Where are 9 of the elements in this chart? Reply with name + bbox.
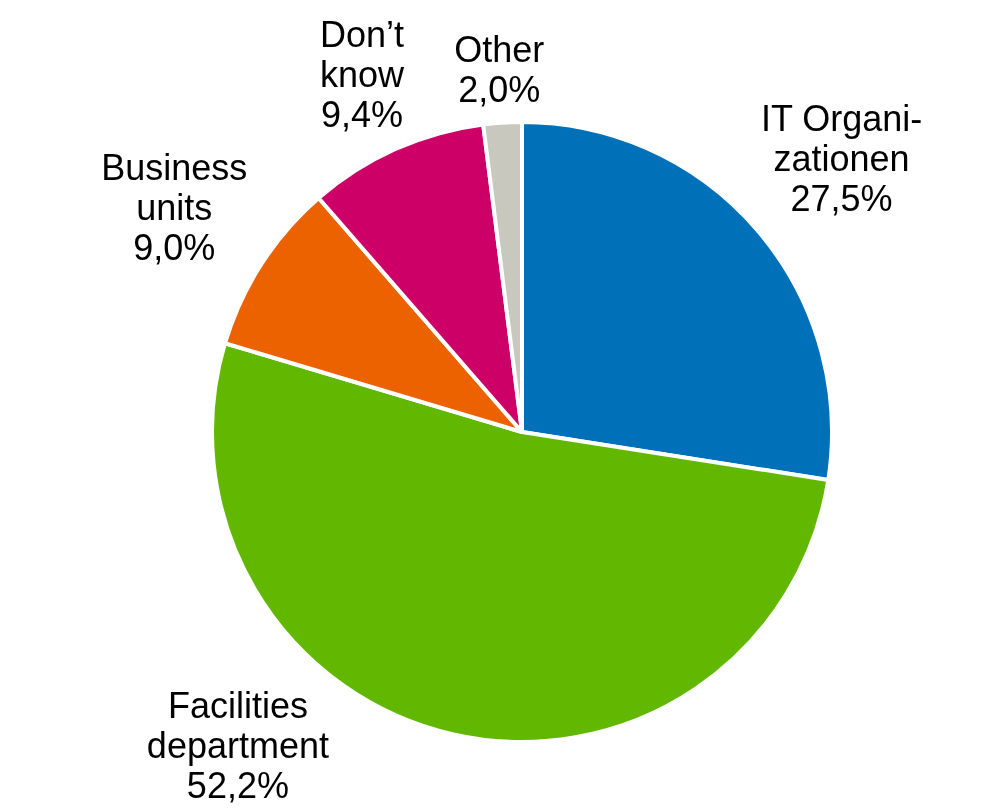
slice-label: Business units bbox=[101, 147, 248, 229]
data-label: 9,4% bbox=[320, 93, 404, 135]
data-label: 2,0% bbox=[458, 69, 541, 111]
slice-label: Facilities department bbox=[146, 684, 329, 766]
slice-label: IT Organi- zationen bbox=[760, 98, 923, 180]
slice-label: Don’t know bbox=[319, 13, 406, 95]
data-label: 9,0% bbox=[133, 227, 216, 269]
slice-label: Other bbox=[454, 29, 545, 71]
data-label: 27,5% bbox=[790, 178, 893, 220]
